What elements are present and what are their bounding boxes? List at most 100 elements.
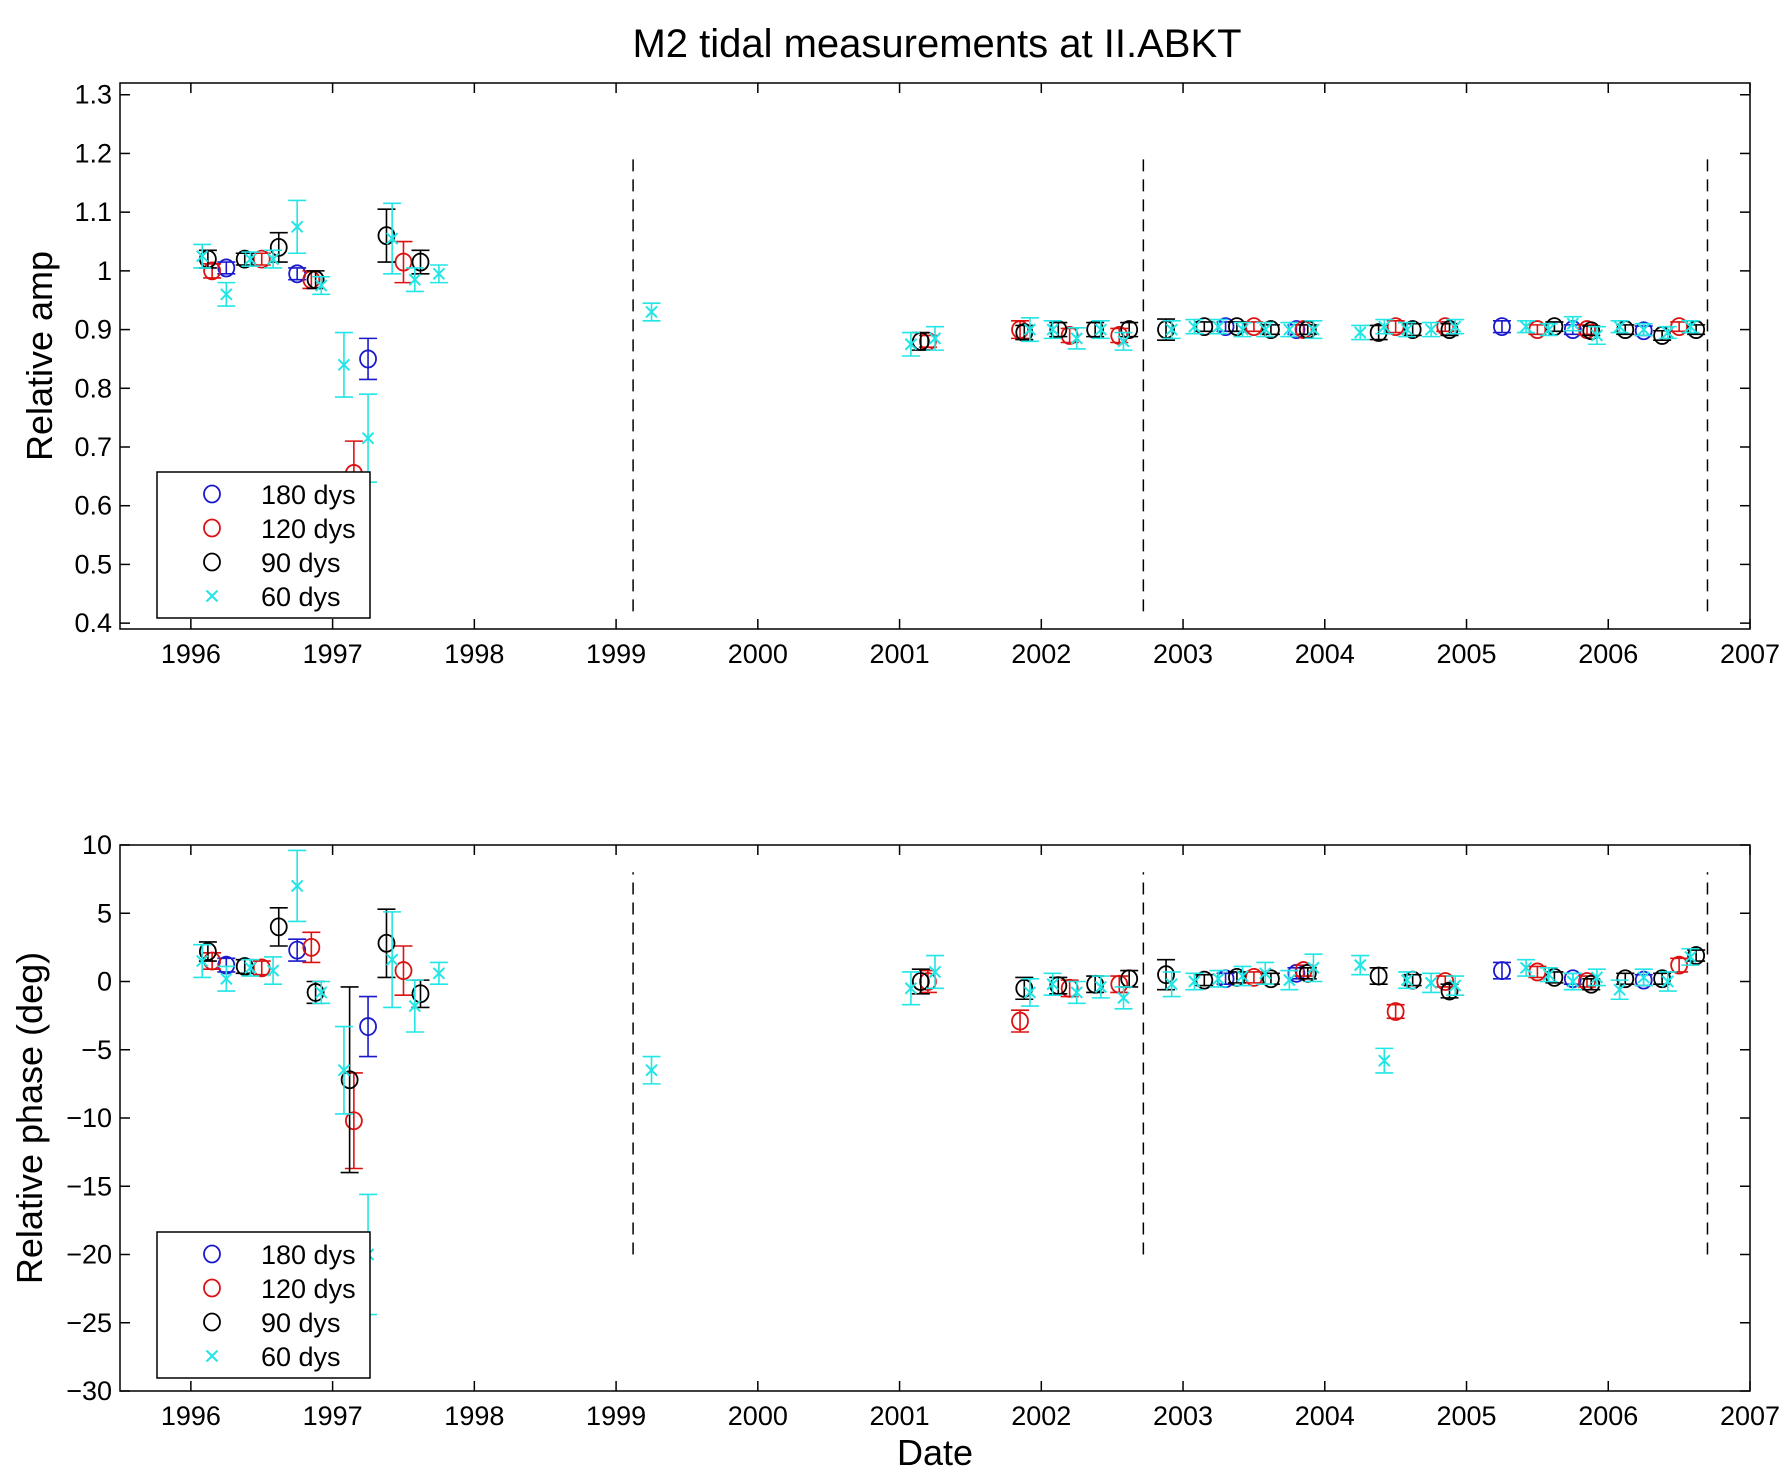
data-point (1259, 967, 1272, 980)
data-point (1436, 972, 1455, 991)
x-tick-label: 2006 (1578, 639, 1638, 669)
x-tick-label: 1996 (161, 639, 221, 669)
x-tick-label: 2001 (870, 639, 930, 669)
data-point (306, 983, 325, 1002)
data-point (340, 1070, 359, 1090)
data-point (432, 267, 446, 281)
data-point (1613, 983, 1626, 996)
data-point (645, 1064, 658, 1077)
data-point (1369, 966, 1388, 986)
x-tick-label: 2007 (1720, 639, 1780, 669)
data-point (1354, 326, 1367, 339)
data-point (203, 261, 222, 281)
legend-marker (203, 1278, 221, 1298)
data-point (1386, 1002, 1405, 1021)
y-tick-label: 0.5 (74, 549, 112, 579)
data-point (198, 942, 217, 961)
data-point (1661, 326, 1674, 339)
data-point (1165, 978, 1178, 991)
data-point (1566, 975, 1580, 988)
data-point (1616, 969, 1635, 989)
data-point (1212, 320, 1225, 333)
data-point (269, 917, 288, 937)
data-point (1120, 320, 1139, 339)
legend-label: 90 dys (261, 548, 341, 578)
data-point (1046, 978, 1059, 991)
x-tick-label: 1996 (161, 1401, 221, 1431)
data-point (1637, 971, 1650, 984)
data-point (1519, 320, 1533, 333)
data-point (1448, 320, 1462, 333)
x-tick-label: 1999 (586, 1401, 646, 1431)
legend-marker (203, 484, 221, 504)
phase-plot: 1996 1997 1998 1999 2000 2001 2002 2003 2004 2005… (9, 830, 1780, 1473)
data-point (904, 982, 918, 995)
series-60-dys (193, 199, 1700, 484)
data-point (1403, 320, 1422, 339)
data-point (220, 972, 233, 985)
data-point (220, 288, 233, 301)
y-tick-label: −15 (66, 1171, 112, 1201)
legend-marker (203, 518, 221, 538)
y-tick-label: 1.2 (74, 138, 112, 168)
data-point (408, 999, 422, 1013)
data-point (1582, 974, 1601, 994)
data-point (1046, 323, 1059, 336)
data-point (1582, 321, 1601, 341)
legend-marker (203, 1312, 221, 1332)
data-point (1378, 1054, 1391, 1067)
data-point (1236, 969, 1249, 983)
x-tick-label: 1998 (444, 1401, 504, 1431)
data-point (385, 953, 399, 966)
data-point (361, 431, 375, 445)
data-point (302, 937, 321, 957)
data-point (244, 961, 257, 975)
data-point (1011, 320, 1029, 339)
data-point (1236, 323, 1249, 336)
y-tick-label: 0.7 (74, 432, 112, 462)
data-point (244, 252, 257, 266)
data-point (1307, 961, 1320, 975)
y-tick-label: 10 (82, 830, 112, 860)
data-point (1110, 326, 1129, 345)
data-point (1157, 965, 1175, 985)
data-point (411, 984, 430, 1004)
data-point (1661, 975, 1674, 988)
legend-marker (203, 552, 221, 572)
x-tick-label: 1998 (444, 639, 504, 669)
x-tick-label: 2001 (870, 1401, 930, 1431)
data-point (1307, 323, 1320, 336)
data-point (377, 933, 396, 953)
data-point (235, 249, 254, 269)
data-point (266, 252, 280, 266)
y-tick-label: 1 (97, 256, 112, 286)
y-tick-label: 0.9 (74, 315, 112, 345)
data-point (1684, 320, 1697, 333)
legend-box (156, 1231, 371, 1379)
legend-label: 60 dys (261, 582, 341, 612)
x-tick-label: 2004 (1295, 1401, 1355, 1431)
legend: 180 dys 120 dys 90 dys 60 dys (156, 1231, 371, 1379)
data-point (306, 270, 325, 290)
legend-marker (205, 589, 219, 603)
data-point (359, 349, 377, 369)
data-point (1566, 317, 1580, 330)
data-point (919, 972, 937, 991)
legend: 180 dys 120 dys 90 dys 60 dys (156, 471, 371, 619)
data-point (1613, 320, 1626, 333)
data-point (1070, 986, 1083, 999)
data-point (904, 338, 918, 351)
data-point (411, 252, 430, 272)
data-point (1060, 978, 1079, 998)
data-point (1262, 320, 1280, 339)
y-tick-label: 0.4 (74, 608, 112, 638)
data-point (1448, 979, 1462, 992)
x-tick-label: 2002 (1011, 1401, 1071, 1431)
x-axis-label: Date (897, 1432, 973, 1473)
legend-box (156, 471, 371, 619)
data-point (1542, 323, 1555, 336)
data-point (1542, 968, 1555, 981)
data-point (1212, 972, 1225, 985)
legend-label: 60 dys (261, 1342, 341, 1372)
x-tick-label: 2007 (1720, 1401, 1780, 1431)
